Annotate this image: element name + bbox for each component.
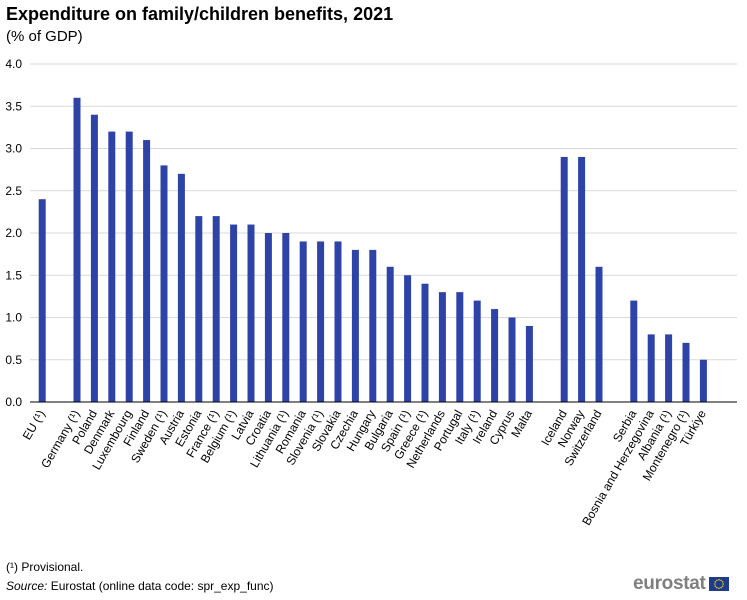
- bar: [125, 131, 133, 402]
- bar: [560, 156, 568, 402]
- bar: [282, 233, 290, 402]
- bar: [369, 249, 377, 402]
- flag-star: [714, 581, 716, 583]
- bar: [317, 241, 325, 402]
- bar: [438, 292, 446, 402]
- flag-background: [708, 577, 729, 591]
- bar: [160, 165, 168, 402]
- bar: [108, 131, 116, 402]
- bar: [38, 199, 46, 402]
- bar: [195, 216, 203, 402]
- bar: [647, 334, 655, 402]
- bar: [386, 266, 394, 402]
- y-tick-label: 2.5: [5, 184, 22, 198]
- bar: [578, 156, 586, 402]
- eu-flag-icon: [708, 577, 729, 591]
- flag-star: [715, 586, 718, 589]
- y-tick-label: 0.5: [5, 353, 22, 367]
- bar: [230, 224, 238, 402]
- bar: [508, 317, 516, 402]
- bar: [456, 292, 464, 402]
- bar-chart: 0.00.51.01.52.02.53.03.54.0EU (¹)Germany…: [5, 57, 737, 528]
- bar: [247, 224, 255, 402]
- bar: [421, 283, 429, 402]
- bar: [699, 359, 707, 402]
- bar: [665, 334, 673, 402]
- y-tick-label: 0.0: [5, 395, 22, 409]
- bar: [90, 114, 98, 402]
- bar: [491, 309, 499, 402]
- flag-star: [713, 583, 716, 585]
- flag-star: [721, 585, 723, 587]
- source-text: Eurostat (online data code: spr_exp_func…: [47, 579, 274, 593]
- bar: [73, 97, 81, 403]
- footnote: (¹) Provisional.: [6, 560, 84, 574]
- source-label: Source:: [6, 579, 48, 593]
- flag-star: [719, 579, 722, 582]
- source-note: Source: Eurostat (online data code: spr_…: [6, 579, 274, 593]
- y-tick-label: 3.0: [5, 142, 22, 156]
- flag-star: [721, 581, 723, 583]
- bar: [143, 140, 151, 403]
- flag-star: [714, 585, 716, 587]
- chart-title: Expenditure on family/children benefits,…: [6, 4, 394, 24]
- bar: [264, 233, 272, 402]
- flag-star: [717, 579, 720, 581]
- bar: [177, 173, 185, 402]
- y-tick-label: 1.0: [5, 311, 22, 325]
- flag-stars: [713, 579, 724, 589]
- y-tick-label: 2.0: [5, 226, 22, 240]
- y-tick-label: 3.5: [5, 99, 22, 113]
- eurostat-logo: eurostat: [633, 573, 729, 595]
- chart-subtitle: (% of GDP): [6, 28, 83, 45]
- y-tick-label: 4.0: [5, 57, 22, 71]
- flag-star: [722, 583, 724, 585]
- bar: [334, 241, 342, 402]
- bar: [630, 300, 638, 402]
- flag-star: [715, 579, 718, 582]
- bar: [351, 249, 359, 402]
- bar: [473, 300, 481, 402]
- bar: [299, 241, 307, 402]
- flag-star: [717, 587, 720, 589]
- y-tick-label: 1.5: [5, 268, 22, 282]
- bar: [595, 266, 603, 402]
- x-tick-label: EU (¹): [20, 408, 48, 443]
- bar: [404, 275, 412, 402]
- eurostat-logo-text: eurostat: [633, 573, 706, 594]
- bar: [682, 342, 690, 402]
- bar: [525, 325, 533, 402]
- flag-star: [719, 586, 722, 589]
- bar: [212, 216, 220, 402]
